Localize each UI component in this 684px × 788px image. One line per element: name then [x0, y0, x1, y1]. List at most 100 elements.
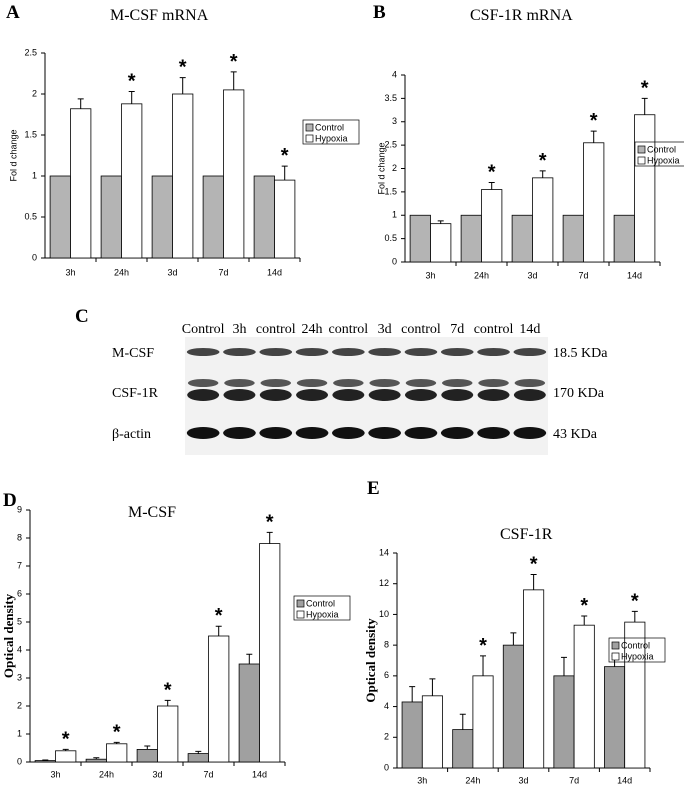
error-bar	[581, 615, 588, 626]
band	[368, 389, 401, 401]
asterisk: *	[281, 145, 289, 167]
band	[441, 389, 474, 401]
bar	[421, 695, 443, 769]
y-tick-label: 1.5	[384, 186, 397, 196]
y-tick-label: 1.5	[24, 129, 37, 139]
y-tick-label: 1	[392, 210, 397, 220]
x-tick-label: 3d	[527, 270, 537, 280]
panel-letter: A	[6, 2, 20, 23]
legend-label: Hypoxia	[306, 609, 339, 619]
band	[477, 389, 510, 401]
x-tick-label: 14d	[627, 270, 642, 280]
band	[259, 427, 293, 439]
legend-swatch	[296, 599, 305, 608]
band	[369, 379, 400, 387]
bar	[573, 624, 595, 769]
band	[405, 379, 437, 387]
legend-swatch	[296, 610, 305, 619]
bar	[34, 760, 56, 763]
y-tick-label: 4	[392, 69, 397, 79]
error-bar	[93, 757, 100, 760]
error-bar	[631, 610, 638, 623]
asterisk: *	[631, 590, 639, 612]
x-tick-label: 3d	[518, 775, 528, 785]
row-label: CSF-1R	[112, 386, 159, 401]
x-tick-label: 7d	[218, 267, 228, 277]
y-tick-label: 6	[17, 588, 22, 598]
y-tick-label: 0	[17, 756, 22, 766]
bar	[49, 175, 71, 259]
error-bar	[437, 220, 444, 224]
y-tick-label: 4	[384, 701, 389, 711]
error-bar	[179, 77, 186, 94]
bar	[136, 749, 158, 763]
bar	[208, 635, 230, 763]
y-tick-label: 2.5	[384, 140, 397, 150]
lane-label: control	[329, 322, 369, 337]
band	[513, 348, 547, 356]
bar	[562, 214, 584, 263]
bar	[472, 675, 494, 769]
legend-swatch	[611, 641, 620, 650]
size-label: 170 KDa	[553, 386, 605, 401]
chart-title: M-CSF	[128, 504, 176, 521]
y-tick-label: 8	[17, 532, 22, 542]
lane-label: 14d	[519, 322, 540, 337]
bar	[151, 175, 173, 259]
asterisk: *	[530, 554, 538, 576]
band	[332, 427, 365, 439]
x-tick-label: 7d	[203, 769, 213, 779]
error-bar	[144, 745, 151, 750]
bar	[106, 743, 128, 763]
error-bar	[246, 653, 253, 664]
lane-label: 3h	[232, 322, 246, 337]
bar	[452, 729, 474, 769]
asterisk: *	[479, 635, 487, 657]
band	[295, 427, 329, 439]
bar	[202, 175, 224, 259]
asterisk: *	[62, 728, 70, 750]
bar	[238, 663, 260, 763]
bar	[481, 189, 503, 263]
bar	[157, 705, 179, 763]
y-tick-label: 0	[32, 252, 37, 262]
error-bar	[641, 97, 648, 115]
legend-swatch	[305, 134, 314, 143]
y-tick-label: 12	[379, 578, 389, 588]
bar	[121, 103, 143, 259]
error-bar	[488, 182, 495, 190]
y-tick-label: 0	[392, 256, 397, 266]
y-tick-label: 1	[17, 728, 22, 738]
error-bar	[215, 625, 222, 636]
x-tick-label: 3h	[65, 267, 75, 277]
band	[440, 427, 474, 439]
x-tick-label: 24h	[465, 775, 480, 785]
x-tick-label: 3h	[50, 769, 60, 779]
chart-title: CSF-1R	[500, 526, 553, 543]
band	[296, 389, 329, 401]
bar	[172, 93, 194, 259]
row-label: β-actin	[112, 427, 151, 442]
y-tick-label: 2	[384, 732, 389, 742]
lane-label: Control	[182, 322, 225, 337]
y-axis-label: Optical density	[363, 618, 378, 703]
bar	[502, 644, 524, 769]
error-bar	[510, 632, 517, 646]
legend-box	[608, 637, 666, 663]
asterisk: *	[215, 605, 223, 627]
band	[187, 379, 219, 387]
bar	[409, 214, 431, 263]
legend-box	[302, 119, 360, 145]
legend-swatch	[305, 123, 314, 132]
lane-label: 7d	[450, 322, 464, 337]
band	[368, 348, 401, 356]
asterisk: *	[113, 721, 121, 743]
legend-swatch	[637, 145, 646, 154]
band	[477, 427, 510, 439]
y-tick-label: 4	[17, 644, 22, 654]
error-bar	[539, 170, 546, 178]
bar	[613, 214, 635, 263]
bar	[604, 666, 626, 769]
lane-label: 24h	[302, 322, 323, 337]
band	[186, 427, 220, 439]
